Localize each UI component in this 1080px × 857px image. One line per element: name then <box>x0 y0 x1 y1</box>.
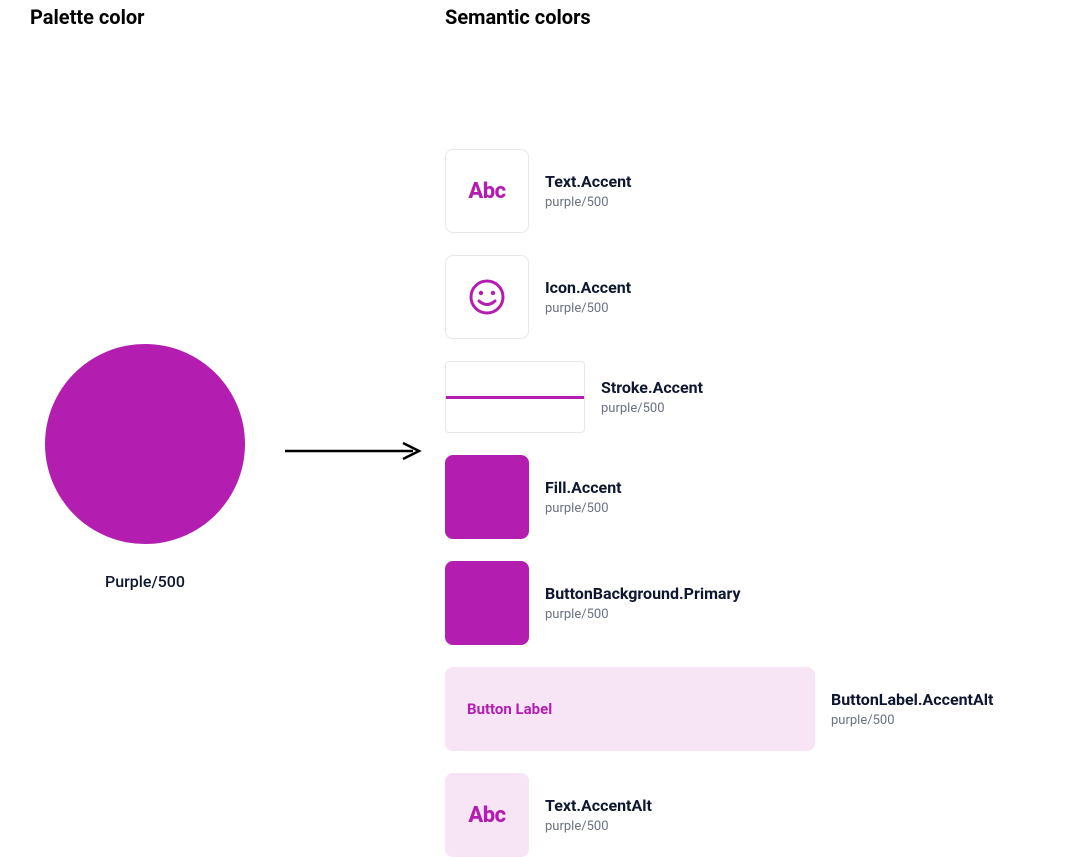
fill-swatch <box>445 561 529 645</box>
palette-circle <box>45 344 245 544</box>
semantic-name: Text.Accent <box>545 172 631 191</box>
semantic-item: Abc Text.Accent purple/500 <box>445 149 1050 233</box>
semantic-item: Stroke.Accent purple/500 <box>445 361 1050 433</box>
semantic-column: Abc Text.Accent purple/500 Icon.Accent purpl… <box>445 149 1050 857</box>
stroke-swatch <box>445 361 585 433</box>
palette-column: Purple/500 <box>30 149 260 591</box>
icon-swatch <box>445 255 529 339</box>
semantic-token: purple/500 <box>545 301 631 316</box>
semantic-item: Icon.Accent purple/500 <box>445 255 1050 339</box>
semantic-token: purple/500 <box>545 195 631 210</box>
text-swatch: Abc <box>445 773 529 857</box>
semantic-name: ButtonLabel.AccentAlt <box>831 690 993 709</box>
button-label-text: Button Label <box>467 700 552 718</box>
item-meta: Stroke.Accent purple/500 <box>601 378 703 416</box>
semantic-name: Icon.Accent <box>545 278 631 297</box>
semantic-item: ButtonBackground.Primary purple/500 <box>445 561 1050 645</box>
item-meta: Fill.Accent purple/500 <box>545 478 622 516</box>
semantic-token: purple/500 <box>545 607 741 622</box>
smiley-icon <box>467 277 507 317</box>
semantic-name: Stroke.Accent <box>601 378 703 397</box>
item-meta: ButtonBackground.Primary purple/500 <box>545 584 741 622</box>
semantic-item: Button Label ButtonLabel.AccentAlt purple/… <box>445 667 1050 751</box>
button-swatch: Button Label <box>445 667 815 751</box>
semantic-item: Abc Text.AccentAlt purple/500 <box>445 773 1050 857</box>
palette-heading: Palette color <box>30 5 445 29</box>
arrow-icon <box>283 439 423 463</box>
palette-label: Purple/500 <box>105 572 185 591</box>
item-meta: Icon.Accent purple/500 <box>545 278 631 316</box>
semantic-name: Fill.Accent <box>545 478 622 497</box>
item-meta: ButtonLabel.AccentAlt purple/500 <box>831 690 993 728</box>
semantic-name: ButtonBackground.Primary <box>545 584 741 603</box>
semantic-token: purple/500 <box>545 501 622 516</box>
semantic-token: purple/500 <box>545 819 652 834</box>
semantic-token: purple/500 <box>831 713 993 728</box>
semantic-heading: Semantic colors <box>445 5 1050 29</box>
text-swatch: Abc <box>445 149 529 233</box>
arrow-column <box>260 149 445 463</box>
item-meta: Text.Accent purple/500 <box>545 172 631 210</box>
semantic-item: Fill.Accent purple/500 <box>445 455 1050 539</box>
swatch-sample-text: Abc <box>468 803 505 828</box>
stroke-line <box>446 396 584 399</box>
semantic-name: Text.AccentAlt <box>545 796 652 815</box>
swatch-sample-text: Abc <box>468 179 505 204</box>
fill-swatch <box>445 455 529 539</box>
semantic-token: purple/500 <box>601 401 703 416</box>
item-meta: Text.AccentAlt purple/500 <box>545 796 652 834</box>
